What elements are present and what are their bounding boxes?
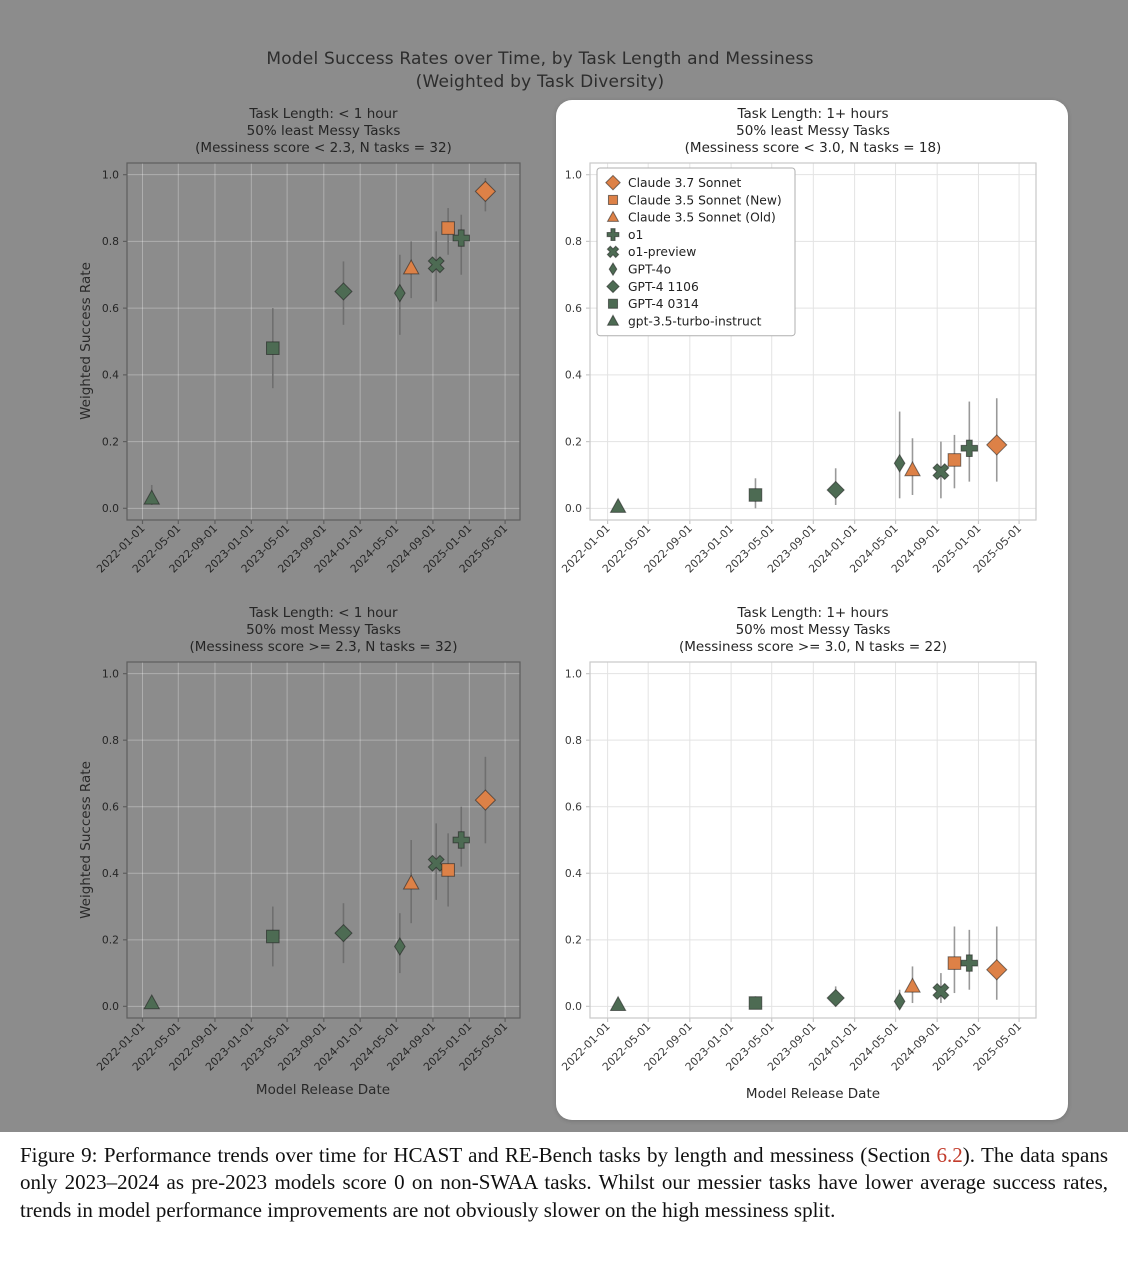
svg-text:0.6: 0.6 [102,302,119,315]
svg-text:2025-01-01: 2025-01-01 [421,1020,475,1074]
svg-text:1.0: 1.0 [102,667,119,680]
marker-x [427,854,445,872]
svg-text:0.2: 0.2 [102,934,119,947]
error-bars [150,756,487,1007]
svg-text:2025-05-01: 2025-05-01 [457,522,511,576]
marker-diamond-large [474,789,497,811]
subplot-title-line: Task Length: < 1 hour [249,106,398,122]
svg-text:2022-05-01: 2022-05-01 [130,522,184,576]
svg-text:2023-05-01: 2023-05-01 [239,522,293,576]
error-bars [150,178,487,505]
figure-area: 0.0 0.2 0.4 0.6 0.8 1.0 2022-01-01 2022-05-01 20… [0,0,1128,1132]
svg-text:2024-05-01: 2024-05-01 [348,522,402,576]
subplot-title-line: (Messiness score >= 3.0, N tasks = 22) [679,639,947,655]
svg-text:0.0: 0.0 [102,1000,119,1013]
figure-title-line1: Model Success Rates over Time, by Task L… [266,49,814,69]
marker-triangle [402,874,420,890]
svg-text:0.4: 0.4 [102,867,119,880]
x-axis-label-left: Model Release Date [255,1082,391,1098]
subplot-title-line: 50% least Messy Tasks [246,123,401,139]
markers [143,180,497,505]
svg-text:2024-01-01: 2024-01-01 [312,1020,366,1074]
figure-title-line2: (Weighted by Task Diversity) [415,72,665,92]
marker-plus [452,229,470,247]
svg-text:2024-09-01: 2024-09-01 [384,1020,438,1074]
subplot-title-bottom-right: Task Length: 1+ hours 50% most Messy Tas… [590,605,1036,656]
caption-figure-label: Figure 9: [20,1143,104,1167]
marker-triangle [143,993,161,1010]
svg-text:2022-09-01: 2022-09-01 [167,1020,221,1074]
svg-text:0.4: 0.4 [102,369,119,382]
subplot-title-top-right: Task Length: 1+ hours 50% least Messy Ta… [590,106,1036,157]
section-6-2-link[interactable]: 6.2 [936,1143,963,1167]
svg-text:2023-09-01: 2023-09-01 [275,522,329,576]
caption-text-after-link: ). The data spans only 2023–2024 as pre-… [20,1143,1108,1222]
subplot-title-bottom-left: Task Length: < 1 hour 50% most Messy Tas… [127,605,520,656]
y-axis-label-top: Weighted Success Rate [78,262,94,420]
svg-text:2023-01-01: 2023-01-01 [203,522,257,576]
y-axis-label-bottom: Weighted Success Rate [78,761,94,919]
marker-square [441,221,455,235]
markers [143,789,497,1010]
caption-text-before-link: Performance trends over time for HCAST a… [103,1143,937,1167]
tick-labels: 0.00.20.40.60.81.02022-01-012022-05-0120… [94,667,510,1073]
tick-labels: 0.00.20.40.60.81.02022-01-012022-05-0120… [94,168,510,575]
marker-diamond [334,282,353,301]
figure-caption: Figure 9: Performance trends over time f… [20,1142,1108,1224]
gridlines [127,662,520,1018]
subplot-title-line: 50% most Messy Tasks [735,622,891,638]
svg-text:0.8: 0.8 [102,734,119,747]
svg-text:1.0: 1.0 [102,168,119,181]
marker-triangle [143,489,161,505]
svg-text:0.8: 0.8 [102,235,119,248]
plot-top-left: 0.00.20.40.60.81.02022-01-012022-05-0120… [94,162,521,575]
subplot-title-line: (Messiness score < 3.0, N tasks = 18) [684,140,942,156]
svg-text:2024-05-01: 2024-05-01 [348,1020,402,1074]
x-axis-label-right: Model Release Date [745,1086,881,1102]
svg-text:0.6: 0.6 [102,801,119,814]
svg-text:2024-09-01: 2024-09-01 [384,522,438,576]
marker-square [266,341,280,355]
marker-square [441,863,455,877]
svg-text:2024-01-01: 2024-01-01 [312,522,366,576]
marker-diamond-large [474,180,497,203]
marker-x [427,256,445,274]
svg-text:2022-01-01: 2022-01-01 [94,522,148,576]
svg-text:2022-05-01: 2022-05-01 [130,1020,184,1074]
marker-square [266,929,280,944]
marker-triangle [402,259,420,275]
axes-frame [126,162,521,521]
plot-bottom-left: 0.00.20.40.60.81.02022-01-012022-05-0120… [94,661,521,1073]
subplot-title-top-left: Task Length: < 1 hour 50% least Messy Ta… [127,106,520,157]
svg-text:2023-05-01: 2023-05-01 [239,1020,293,1074]
subplot-title-line: (Messiness score >= 2.3, N tasks = 32) [189,639,458,655]
axes-frame [126,661,521,1019]
marker-thin-diamond [393,937,406,956]
marker-plus [452,831,470,849]
svg-text:2023-01-01: 2023-01-01 [203,1020,257,1074]
svg-text:0.2: 0.2 [102,435,119,448]
marker-diamond [334,923,353,943]
svg-text:0.0: 0.0 [102,502,119,515]
subplot-title-line: Task Length: 1+ hours [737,106,889,122]
svg-text:2025-05-01: 2025-05-01 [457,1020,511,1074]
svg-text:2022-09-01: 2022-09-01 [167,522,221,576]
gridlines [127,163,520,520]
svg-text:2025-01-01: 2025-01-01 [421,522,475,576]
figure-title: Model Success Rates over Time, by Task L… [0,48,1080,94]
subplot-title-line: 50% most Messy Tasks [246,622,401,638]
marker-thin-diamond [393,283,406,303]
subplot-title-line: 50% least Messy Tasks [736,123,890,139]
svg-text:2022-01-01: 2022-01-01 [94,1020,148,1074]
svg-text:2023-09-01: 2023-09-01 [275,1020,329,1074]
subplot-title-line: Task Length: < 1 hour [249,605,398,621]
subplot-title-line: Task Length: 1+ hours [737,605,889,621]
subplot-title-line: (Messiness score < 2.3, N tasks = 32) [195,140,452,156]
